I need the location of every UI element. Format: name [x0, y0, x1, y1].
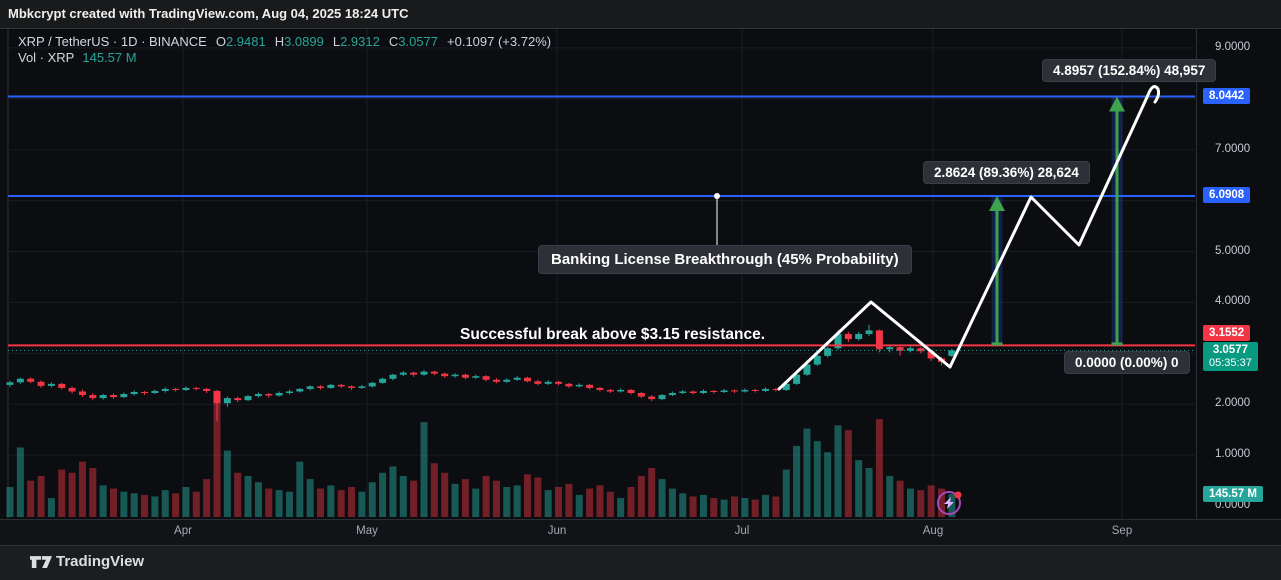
current-price-value: 3.0577 [1212, 344, 1248, 356]
change-value: +0.1097 (+3.72%) [447, 34, 552, 49]
time-axis-band[interactable] [0, 519, 1281, 546]
price-axis-tick: 0.0000 [1215, 499, 1251, 511]
volume-header-row: Vol · XRP 145.57 M [18, 50, 137, 65]
measurement-label-mid[interactable]: 2.8624 (89.36%) 28,624 [923, 161, 1090, 184]
price-axis-tick: 5.0000 [1215, 244, 1251, 257]
time-axis-label-sep: Sep [1111, 525, 1133, 537]
price-badge-8-0442: 8.0442 [1203, 88, 1251, 104]
gridlines [9, 29, 1195, 519]
price-badge-6-0908: 6.0908 [1203, 187, 1251, 203]
volume-value: 145.57 M [82, 50, 137, 65]
time-axis-label-apr: Apr [174, 525, 192, 537]
ohlc-value: 2.9481 [225, 34, 266, 49]
flash-events-icon[interactable] [937, 491, 962, 515]
tradingview-brand-text[interactable]: TradingView [56, 553, 145, 570]
ohlc-value: 3.0577 [398, 34, 439, 49]
price-axis-tick: 4.0000 [1215, 295, 1251, 308]
time-axis-label-aug: Aug [922, 525, 944, 537]
volume-bars [6, 395, 956, 517]
price-badge-3-1552: 3.1552 [1203, 325, 1251, 341]
price-axis-band[interactable] [1196, 29, 1281, 519]
callout-pointer [714, 193, 720, 245]
ohlc-values: O2.9481 H3.0899 L2.9312 C3.0577 [207, 34, 438, 49]
bar-countdown: 05:35:37 [1209, 357, 1252, 369]
tradingview-logo-icon[interactable] [30, 555, 52, 570]
ohlc-letter: O [215, 34, 226, 49]
ohlc-letter: H [274, 34, 285, 49]
time-axis-label-may: May [356, 525, 378, 537]
measurement-label-zero[interactable]: 0.0000 (0.00%) 0 [1064, 351, 1190, 374]
price-axis-tick: 7.0000 [1215, 142, 1251, 155]
ohlc-value: 2.9312 [340, 34, 380, 49]
projection-line [777, 85, 1161, 391]
ohlc-letter: L [332, 34, 341, 49]
footer-bar: TradingView [0, 545, 1281, 580]
symbol-header-row: XRP / TetherUS · 1D · BINANCE O2.9481 H3.0… [18, 34, 551, 49]
attribution-bar: Mbkcrypt created with TradingView.com, A… [0, 0, 1281, 29]
price-axis-tick: 2.0000 [1215, 397, 1251, 410]
ohlc-value: 3.0899 [284, 34, 324, 49]
callout-label[interactable]: Banking License Breakthrough (45% Probab… [538, 245, 912, 274]
attribution-text: Mbkcrypt created with TradingView.com, A… [8, 6, 409, 21]
symbol-title[interactable]: XRP / TetherUS · 1D · BINANCE [18, 34, 207, 49]
time-axis-label-jul: Jul [734, 525, 750, 537]
current-price-badge: 3.0577 05:35:37 [1203, 342, 1258, 371]
volume-badge: 145.57 M [1203, 486, 1263, 502]
price-axis-tick: 9.0000 [1215, 40, 1251, 53]
ohlc-letter: C [388, 34, 399, 49]
candles [6, 324, 956, 422]
resistance-note-text[interactable]: Successful break above $3.15 resistance. [460, 326, 766, 343]
measurement-label-top[interactable]: 4.8957 (152.84%) 48,957 [1042, 59, 1217, 82]
price-axis-tick: 1.0000 [1215, 448, 1251, 461]
volume-label: Vol · XRP [18, 50, 75, 65]
time-axis-label-jun: Jun [547, 525, 567, 537]
